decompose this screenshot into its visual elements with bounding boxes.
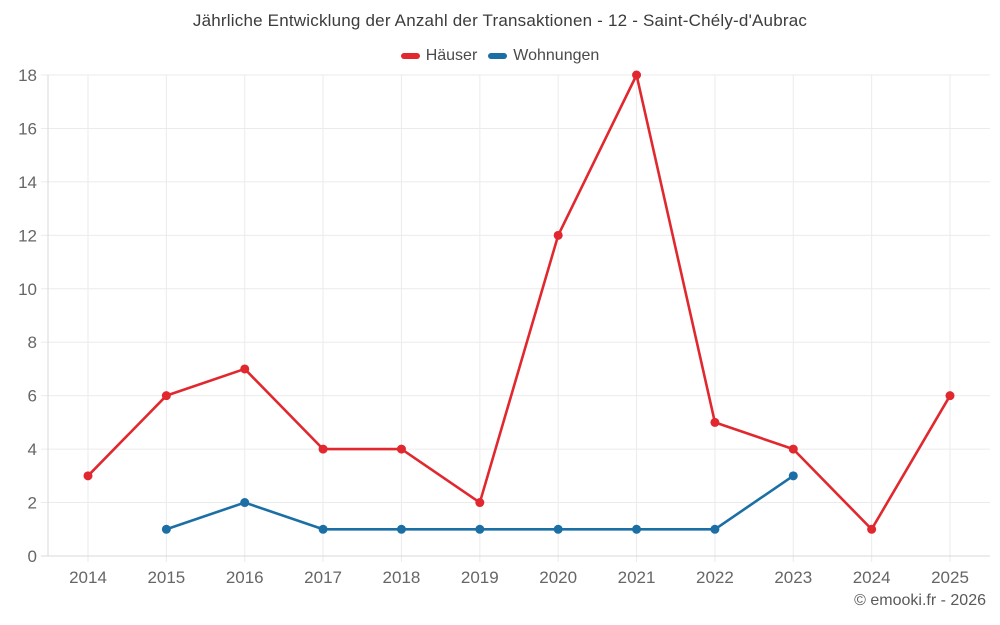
data-point-Häuser[interactable] [83,471,93,481]
y-tick-label-14: 14 [18,173,37,192]
chart-title: Jährliche Entwicklung der Anzahl der Tra… [192,11,808,30]
y-tick-label-18: 18 [18,66,37,85]
y-tick-label-0: 0 [28,547,37,566]
data-point-Häuser[interactable] [240,364,250,374]
x-tick-label-2023: 2023 [774,568,812,587]
data-point-Wohnungen[interactable] [553,524,563,534]
data-point-Häuser[interactable] [161,391,171,401]
legend-swatch-haeuser [400,53,420,59]
x-tick-label-2016: 2016 [226,568,264,587]
y-tick-label-10: 10 [18,280,37,299]
data-point-Häuser[interactable] [396,444,406,454]
data-point-Wohnungen[interactable] [396,524,406,534]
legend-item-haeuser[interactable]: Häuser [400,47,478,65]
x-tick-label-2025: 2025 [931,568,969,587]
data-point-Häuser[interactable] [788,444,798,454]
legend-label-wohnungen: Wohnungen [513,47,600,64]
legend-label-haeuser: Häuser [425,47,478,64]
x-tick-label-2017: 2017 [304,568,342,587]
data-point-Wohnungen[interactable] [240,498,250,508]
x-tick-label-2018: 2018 [383,568,421,587]
y-tick-label-2: 2 [28,494,37,513]
x-tick-label-2020: 2020 [539,568,577,587]
series-line-Häuser [86,73,952,531]
y-tick-label-12: 12 [18,226,37,245]
data-point-Häuser[interactable] [318,444,328,454]
y-tick-label-6: 6 [28,387,37,406]
x-tick-label-2015: 2015 [147,568,185,587]
data-point-Häuser[interactable] [475,498,485,508]
data-point-Häuser[interactable] [710,417,720,427]
copyright-watermark: © emooki.fr - 2026 [854,592,986,609]
chart-legend: Häuser Wohnungen [0,46,1000,66]
data-point-Häuser[interactable] [632,70,642,80]
x-tick-label-2022: 2022 [696,568,734,587]
data-point-Wohnungen[interactable] [318,524,328,534]
data-point-Wohnungen[interactable] [710,524,720,534]
data-point-Häuser[interactable] [945,391,955,401]
x-tick-label-2014: 2014 [69,568,107,587]
y-tick-label-8: 8 [28,333,37,352]
data-point-Wohnungen[interactable] [632,524,642,534]
data-point-Häuser[interactable] [553,230,563,240]
data-point-Wohnungen[interactable] [788,471,798,481]
x-tick-label-2021: 2021 [618,568,656,587]
x-tick-label-2024: 2024 [853,568,891,587]
y-tick-label-16: 16 [18,119,37,138]
y-tick-label-4: 4 [28,440,37,459]
legend-item-wohnungen[interactable]: Wohnungen [488,47,599,65]
data-point-Wohnungen[interactable] [475,524,485,534]
data-point-Wohnungen[interactable] [161,524,171,534]
data-point-Häuser[interactable] [867,524,877,534]
legend-swatch-wohnungen [488,53,508,59]
x-tick-label-2019: 2019 [461,568,499,587]
